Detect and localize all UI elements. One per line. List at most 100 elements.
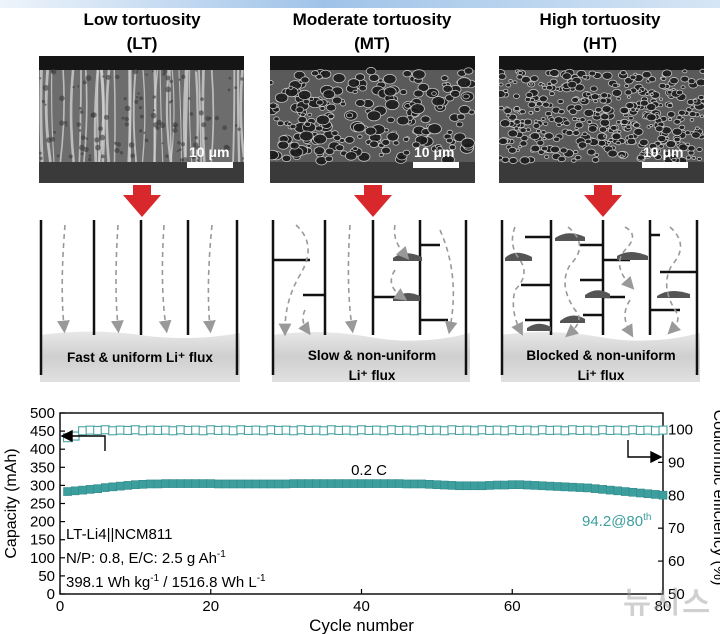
capacity-point [100,483,110,492]
flux-caption-ht-line1: Blocked & non-uniform [526,348,676,363]
capacity-point [206,479,216,488]
x-axis-label: Cycle number [309,616,414,634]
ce-point [281,425,291,435]
ce-point [454,425,465,435]
right-axis-arrowhead [650,450,663,464]
capacity-point [274,479,283,489]
capacity-point [417,479,427,489]
flux-caption-mt-line1: Slow & non-uniform [307,348,437,363]
ce-point [537,425,547,435]
capacity-point [334,479,344,488]
capacity-point [168,479,178,488]
ce-point [424,425,434,435]
capacity-point [583,483,592,493]
scale-bar-ht [642,162,688,168]
scale-label-mt: 10 μm [414,144,455,160]
capacity-point [198,479,208,488]
capacity-point [70,486,80,496]
capacity-point [191,479,200,488]
ce-point [507,425,517,435]
ce-point [462,425,472,435]
flux-caption-mt-line2: Li⁺ flux [348,368,396,383]
ce-point [213,425,223,435]
cycling-chart: 0 20 40 60 800501001502002503003504004505005… [3,405,720,634]
capacity-point [500,480,510,490]
capacity-point [523,480,532,490]
capacity-point [394,479,404,488]
capacity-point [161,479,170,488]
ce-point [485,425,495,435]
capacity-point [485,481,494,490]
scale-label-lt: 10 μm [189,144,230,160]
capacity-point [319,479,329,488]
capacity-point [507,480,517,489]
ce-point [356,425,367,435]
capacity-point [63,487,72,496]
ce-point [228,426,238,436]
x-tick-label: 80 [655,598,672,615]
capacity-point [568,482,577,492]
capacity-point [153,479,163,489]
capacity-point [636,488,645,498]
ce-point [123,425,133,435]
ce-point [364,425,374,435]
ce-point [545,425,555,435]
x-tick-label: 60 [504,598,521,615]
x-tick-label: 0 [56,598,64,615]
capacity-point [289,479,298,488]
ce-point [447,425,457,435]
capacity-point [590,484,600,493]
capacity-point [425,480,434,489]
ce-point [439,426,449,436]
ce-point [78,426,88,436]
ce-point [379,426,389,436]
red-down-arrows [123,185,622,217]
schematic-mt [271,220,470,382]
schematic-diagrams [39,185,700,382]
panel-lt-title: Low tortuosity [83,10,201,29]
ce-point [198,426,208,436]
ce-point [130,425,140,435]
ce-point [567,425,578,435]
panel-ht-title: High tortuosity [539,10,661,29]
ce-point [372,425,382,435]
capacity-point [85,485,95,494]
capacity-point [492,480,502,490]
capacity-point [628,487,638,497]
capacity-point [372,479,381,488]
ce-point [319,426,329,436]
ce-point [530,426,540,436]
ce-point [598,425,608,435]
ce-point [243,425,253,435]
capacity-point [621,487,630,496]
y-left-tick-label: 400 [30,441,55,458]
capacity-point [176,479,185,488]
capacity-point [447,481,457,490]
y-left-tick-label: 150 [30,532,55,549]
scale-bar-mt [413,162,459,168]
scale-label-ht: 10 μm [643,144,684,160]
ce-point [108,426,118,436]
capacity-point [123,481,133,490]
capacity-point [658,490,668,500]
ce-point [492,425,502,435]
top-gradient-bar [0,0,720,8]
capacity-point [530,481,540,490]
capacity-point [304,479,314,488]
capacity-point [244,479,253,489]
axis-indicator-arrows [60,429,663,464]
capacity-point [364,479,374,488]
capacity-point [515,480,525,489]
ce-point [304,425,314,435]
x-tick-label: 20 [202,598,219,615]
ce-point [266,425,276,435]
red-arrow-lt [123,185,161,217]
ce-point [552,425,563,435]
y-left-tick-label: 350 [30,459,55,476]
y-left-tick-label: 50 [38,568,55,585]
capacity-point [342,479,351,488]
ce-point [221,425,231,435]
y-left-tick-label: 300 [30,477,55,494]
capacity-point [259,479,268,489]
ce-point [583,425,593,435]
